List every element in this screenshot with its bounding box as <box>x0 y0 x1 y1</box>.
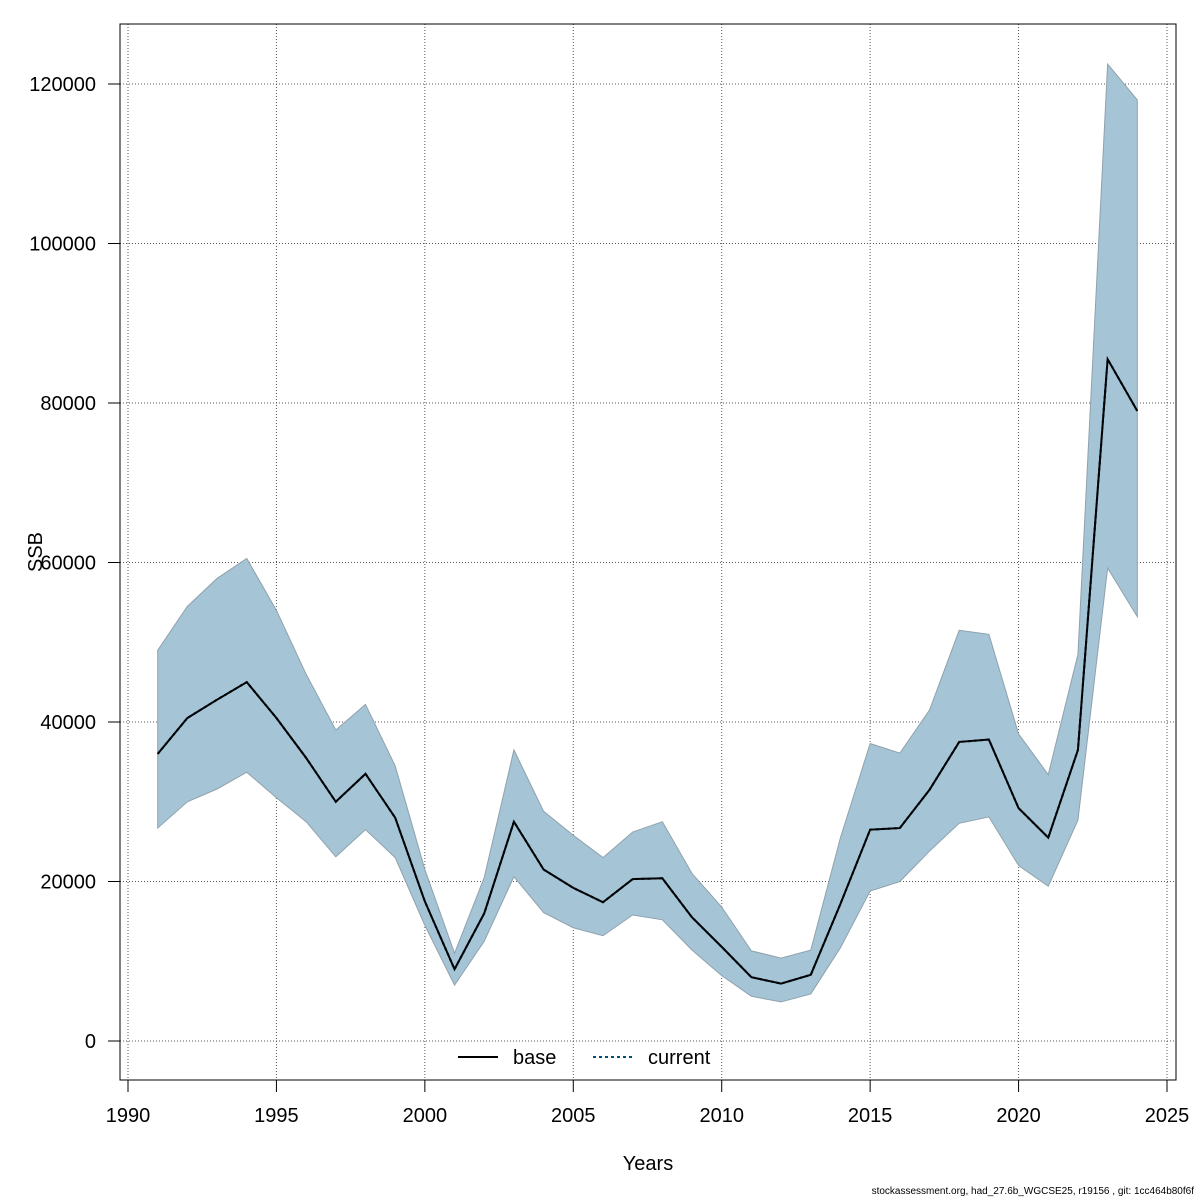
legend-current-label: current <box>648 1047 711 1069</box>
x-tick-label: 2000 <box>403 1105 448 1127</box>
y-tick-label: 60000 <box>40 553 96 575</box>
footer-credit: stockassessment.org, had_27.6b_WGCSE25, … <box>871 1186 1194 1197</box>
x-tick-label: 1990 <box>106 1105 151 1127</box>
x-tick-label: 2025 <box>1145 1105 1190 1127</box>
plot-frame <box>119 23 1177 1081</box>
x-axis: 1990 1995 2000 2005 2010 2015 2020 2025 <box>106 1079 1190 1127</box>
y-tick-label: 0 <box>85 1031 96 1053</box>
y-tick-label: 100000 <box>29 234 96 256</box>
y-axis: 0 20000 40000 60000 80000 100000 120000 <box>29 74 121 1053</box>
current-series <box>156 355 1139 985</box>
x-tick-label: 2015 <box>848 1105 893 1127</box>
y-axis-label: SSB <box>25 532 47 572</box>
current-line-overlay <box>156 355 1139 985</box>
x-axis-label: Years <box>623 1153 673 1175</box>
x-tick-label: 2010 <box>699 1105 744 1127</box>
legend: base current <box>458 1047 711 1069</box>
y-tick-label: 120000 <box>29 74 96 96</box>
y-tick-label: 80000 <box>40 393 96 415</box>
y-tick-label: 20000 <box>40 872 96 894</box>
x-tick-label: 2020 <box>996 1105 1041 1127</box>
x-tick-label: 1995 <box>254 1105 299 1127</box>
y-tick-label: 40000 <box>40 712 96 734</box>
grid-lines <box>120 24 1176 1080</box>
x-tick-label: 2005 <box>551 1105 596 1127</box>
confidence-band <box>157 62 1138 1003</box>
legend-base-label: base <box>513 1047 556 1069</box>
